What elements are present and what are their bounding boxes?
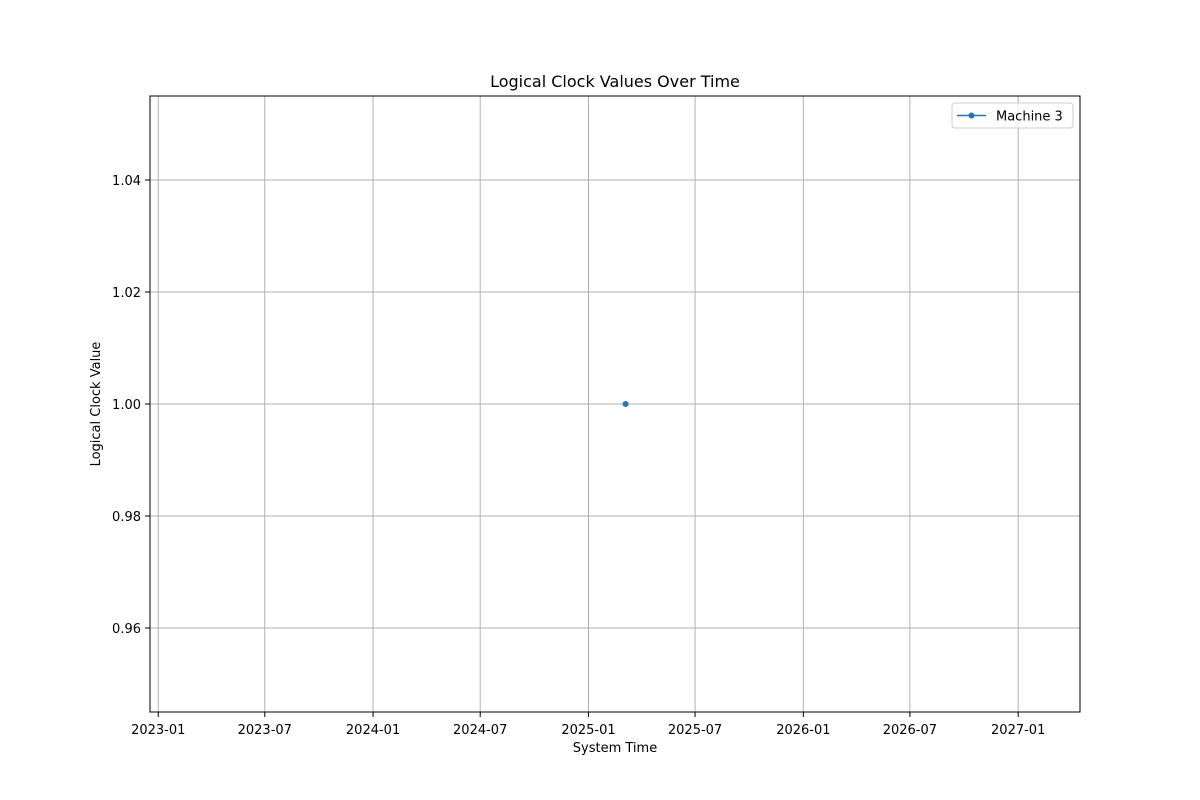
legend-box	[951, 102, 1074, 129]
y-tick-label: 0.96	[112, 622, 141, 637]
x-axis: 2023-01 2023-07 2024-01 2024-07 2025-01 2025-…	[131, 712, 1045, 738]
x-tick-label: 2027-01	[991, 723, 1045, 738]
x-tick-label: 2024-01	[346, 723, 400, 738]
data-point	[622, 401, 629, 407]
x-tick-label: 2023-07	[238, 723, 292, 738]
legend-label-machine-3: Machine 3	[996, 110, 1063, 125]
x-tick-label: 2026-07	[883, 723, 937, 738]
y-tick-label: 1.04	[112, 174, 141, 189]
y-tick-label: 0.98	[112, 510, 141, 525]
x-tick-label: 2025-01	[561, 723, 615, 738]
legend: Machine 3	[951, 102, 1074, 129]
y-axis-title: Logical Clock Value	[89, 342, 104, 467]
x-tick-label: 2024-07	[453, 723, 507, 738]
legend-marker-machine-3	[968, 112, 975, 119]
grid	[150, 96, 1080, 712]
x-tick-label: 2026-01	[776, 723, 830, 738]
x-axis-title: System Time	[573, 741, 657, 756]
chart-title: Logical Clock Values Over Time	[490, 72, 740, 91]
y-tick-label: 1.02	[112, 286, 141, 301]
series-layer	[622, 401, 629, 407]
y-axis: 0.96 0.98 1.00 1.02 1.04	[112, 174, 150, 637]
x-tick-label: 2023-01	[131, 723, 185, 738]
y-tick-label: 1.00	[112, 398, 141, 413]
x-tick-label: 2025-07	[668, 723, 722, 738]
